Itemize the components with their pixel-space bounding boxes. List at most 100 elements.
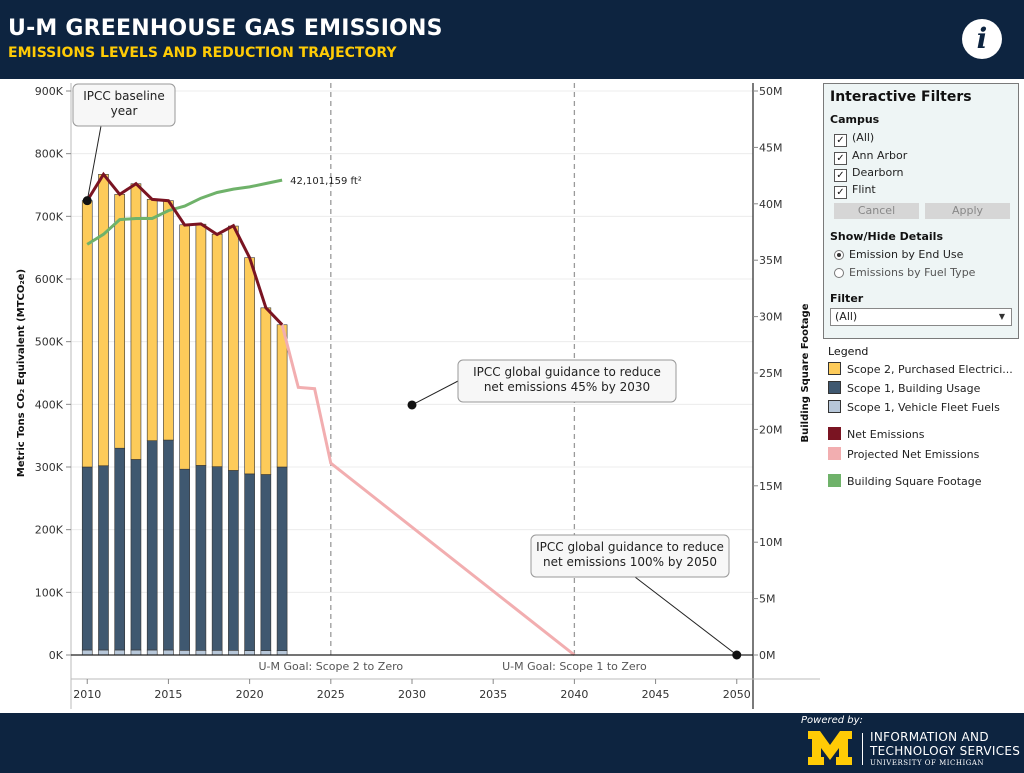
bar-segment — [179, 468, 190, 651]
campus-checkbox-ann-arbor[interactable]: ✓ Ann Arbor — [834, 148, 907, 165]
ipcc-2030-annotation-text: net emissions 45% by 2030 — [484, 380, 650, 394]
radio-selected-icon — [834, 250, 844, 260]
legend-swatch — [828, 427, 841, 440]
legend-swatch — [828, 400, 841, 413]
filter-dropdown[interactable]: (All) ▼ — [830, 308, 1012, 326]
building-square-footage-line — [86, 178, 283, 246]
bar-segment — [244, 473, 255, 651]
bar-segment — [211, 649, 223, 656]
radio-label: Emission by End Use — [849, 248, 964, 261]
its-name-line1: INFORMATION AND — [870, 730, 989, 744]
bar-segment — [211, 233, 223, 467]
dashboard-header: U-M GREENHOUSE GAS EMISSIONS EMISSIONS L… — [0, 0, 1024, 79]
university-michigan-block-m-logo — [808, 731, 852, 765]
emissions-chart: U-M Goal: Scope 2 to Zero U-M Goal: Scope… — [16, 83, 820, 709]
bar-segment — [260, 650, 272, 656]
legend-label: Projected Net Emissions — [847, 448, 980, 461]
bar-segment — [81, 649, 93, 656]
goal-line-label: U-M Goal: Scope 1 to Zero — [502, 660, 647, 673]
bar-segment — [244, 650, 255, 656]
campus-checkbox-all[interactable]: ✓ (All) — [834, 130, 875, 147]
y2-tick-label: 45M — [759, 141, 783, 154]
campus-option-label: (All) — [852, 131, 875, 144]
radio-emission-by-end-use[interactable]: Emission by End Use — [834, 247, 963, 263]
bar-segment — [81, 466, 93, 651]
radio-emissions-by-fuel-type[interactable]: Emissions by Fuel Type — [834, 265, 975, 281]
y2-tick-label: 20M — [759, 423, 783, 436]
square-footage-end-label: 42,101,159 ft² — [290, 176, 362, 187]
legend-swatch — [828, 447, 841, 460]
x-tick-label: 2025 — [317, 688, 345, 701]
x-tick-label: 2040 — [560, 688, 588, 701]
powered-by-label: Powered by: — [801, 715, 863, 726]
legend-item-scope2-electricity[interactable]: Scope 2, Purchased Electrici... — [828, 362, 1018, 377]
y-tick-label: 300K — [35, 461, 64, 474]
campus-option-label: Flint — [852, 183, 876, 196]
page-subtitle: EMISSIONS LEVELS AND REDUCTION TRAJECTOR… — [8, 45, 397, 61]
apply-button[interactable]: Apply — [925, 203, 1010, 219]
campus-checkbox-dearborn[interactable]: ✓ Dearborn — [834, 165, 904, 182]
bar-segment — [146, 440, 158, 651]
y2-tick-label: 15M — [759, 480, 783, 493]
bar-segment — [163, 200, 174, 441]
y2-tick-label: 40M — [759, 198, 783, 211]
filters-title: Interactive Filters — [830, 89, 972, 105]
bar-segment — [130, 459, 142, 651]
legend-item-projected-net-emissions[interactable]: Projected Net Emissions — [828, 447, 1018, 462]
bar-segment — [114, 649, 126, 656]
legend-item-scope1-building[interactable]: Scope 1, Building Usage — [828, 381, 1018, 396]
bar-segment — [211, 466, 223, 651]
y2-tick-label: 30M — [759, 311, 783, 324]
legend-swatch — [828, 474, 841, 487]
ipcc-2050-annotation-text: IPCC global guidance to reduce — [536, 540, 724, 554]
bar-segment — [179, 224, 190, 470]
legend-swatch — [828, 362, 841, 375]
bar-segment — [276, 324, 288, 468]
bar-segment — [260, 474, 272, 651]
page-title: U-M GREENHOUSE GAS EMISSIONS — [8, 16, 443, 41]
legend-label: Scope 1, Vehicle Fleet Fuels — [847, 401, 1000, 414]
campus-option-label: Dearborn — [852, 166, 904, 179]
net-emissions-line — [85, 171, 284, 326]
bar-segment — [228, 470, 239, 651]
info-icon[interactable]: i — [962, 19, 1002, 59]
ipcc-2050-annotation-text: net emissions 100% by 2050 — [543, 555, 717, 569]
projected-net-emissions-line — [280, 324, 576, 657]
y-tick-label: 200K — [35, 524, 64, 537]
bar-segment — [98, 465, 109, 651]
x-tick-label: 2030 — [398, 688, 426, 701]
campus-checkbox-flint[interactable]: ✓ Flint — [834, 182, 876, 199]
ipcc-baseline-annotation-box — [72, 83, 176, 127]
y-tick-label: 500K — [35, 336, 64, 349]
y-tick-label: 100K — [35, 586, 64, 599]
radio-unselected-icon — [834, 268, 844, 278]
bar-segment — [146, 649, 158, 656]
bar-segment — [195, 223, 207, 466]
bar-segment — [228, 649, 239, 656]
caret-down-icon: ▼ — [998, 312, 1005, 321]
checkbox-checked-icon: ✓ — [834, 152, 847, 165]
annotation-point — [82, 196, 92, 206]
checkbox-checked-icon: ✓ — [834, 169, 847, 182]
details-label: Show/Hide Details — [830, 230, 943, 243]
legend-item-scope1-vehicle[interactable]: Scope 1, Vehicle Fleet Fuels — [828, 400, 1018, 415]
y-tick-label: 600K — [35, 273, 64, 286]
y2-tick-label: 5M — [759, 593, 776, 606]
legend-item-net-emissions[interactable]: Net Emissions — [828, 427, 1018, 442]
bar-segment — [228, 225, 239, 471]
x-tick-label: 2015 — [154, 688, 182, 701]
legend-label: Net Emissions — [847, 428, 925, 441]
campus-filter-label: Campus — [830, 113, 880, 126]
annotation-leader-line — [634, 576, 738, 656]
legend-item-building-square-footage[interactable]: Building Square Footage — [828, 474, 1018, 489]
bar-segment — [98, 649, 109, 656]
x-tick-label: 2010 — [73, 688, 101, 701]
cancel-button[interactable]: Cancel — [834, 203, 919, 219]
ipcc-baseline-annotation-text: year — [111, 104, 138, 118]
checkbox-checked-icon: ✓ — [834, 134, 847, 147]
logo-divider — [862, 733, 863, 765]
legend-label: Scope 2, Purchased Electrici... — [847, 363, 1013, 376]
bar-segment — [114, 447, 126, 651]
bar-segment — [195, 649, 207, 656]
y2-tick-label: 0M — [759, 649, 776, 662]
